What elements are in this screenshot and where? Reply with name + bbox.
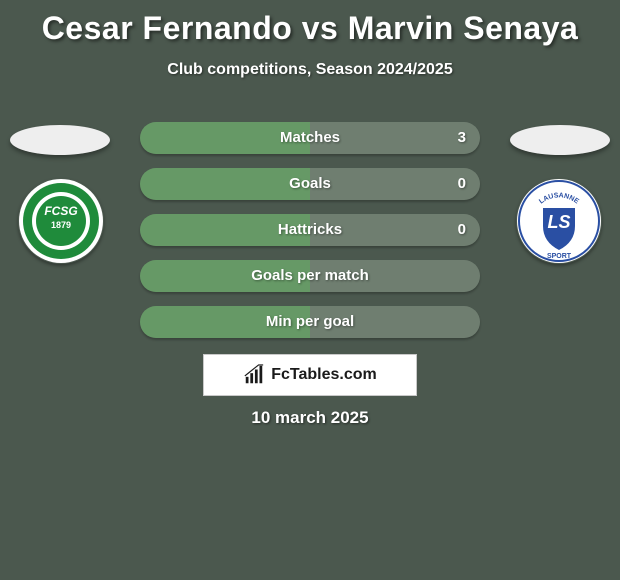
svg-text:SPORT: SPORT (547, 253, 572, 260)
stat-row: Goals per match (140, 260, 480, 292)
bar-chart-icon (243, 364, 265, 386)
watermark: FcTables.com (203, 354, 417, 396)
svg-text:FCSG: FCSG (44, 204, 77, 218)
subtitle: Club competitions, Season 2024/2025 (0, 61, 620, 79)
stat-label: Min per goal (266, 313, 354, 330)
page-title: Cesar Fernando vs Marvin Senaya (0, 0, 620, 47)
club-badge-left: FCSG 1879 ST. GALLEN (18, 178, 104, 264)
player-right-avatar (510, 125, 610, 155)
club-badge-right: LS LAUSANNE SPORT (516, 178, 602, 264)
stat-label: Matches (280, 129, 340, 146)
svg-text:LS: LS (547, 212, 570, 232)
watermark-text: FcTables.com (271, 366, 377, 384)
stat-row: Matches 3 (140, 122, 480, 154)
fcsg-logo-icon: FCSG 1879 ST. GALLEN (18, 178, 104, 264)
lausanne-logo-icon: LS LAUSANNE SPORT (516, 178, 602, 264)
stat-value-right: 3 (458, 122, 466, 154)
stat-row: Goals 0 (140, 168, 480, 200)
stat-value-right: 0 (458, 168, 466, 200)
stats-container: Matches 3 Goals 0 Hattricks 0 Goals per … (140, 122, 480, 352)
player-left-avatar (10, 125, 110, 155)
svg-text:1879: 1879 (51, 220, 71, 230)
stat-value-right: 0 (458, 214, 466, 246)
stat-row: Hattricks 0 (140, 214, 480, 246)
svg-text:ST. GALLEN: ST. GALLEN (43, 251, 78, 257)
date-label: 10 march 2025 (0, 408, 620, 428)
stat-label: Goals (289, 175, 331, 192)
stat-label: Goals per match (251, 267, 369, 284)
stat-label: Hattricks (278, 221, 342, 238)
stat-row: Min per goal (140, 306, 480, 338)
